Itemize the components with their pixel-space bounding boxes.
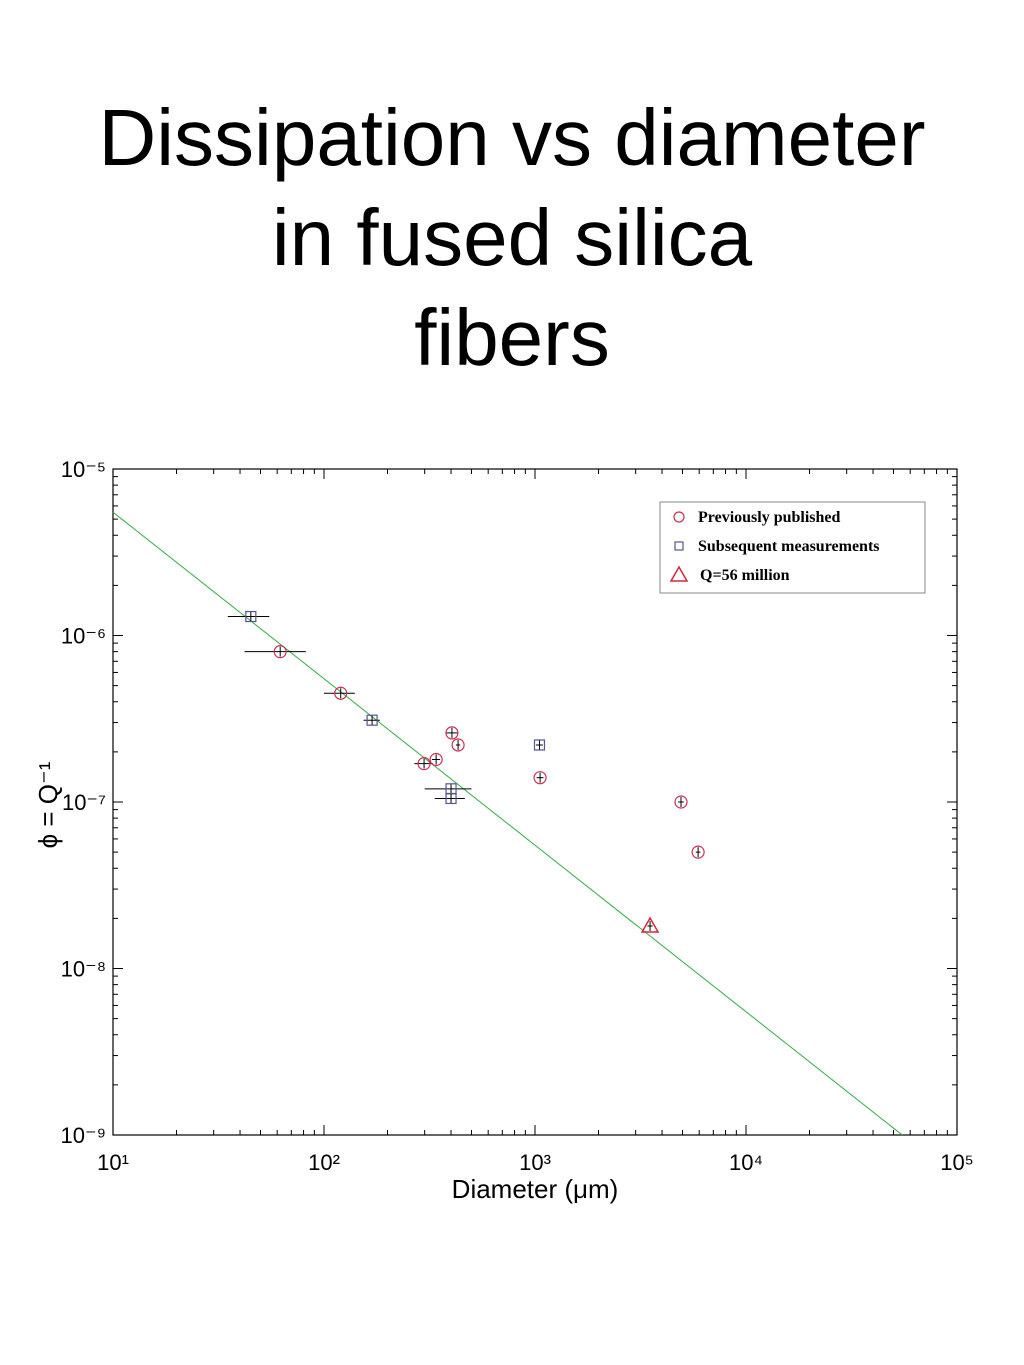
point [366,714,378,726]
legend-label: Subsequent measurements [698,538,880,555]
fit-line [112,511,903,1136]
y-tick-label: 10⁻⁹ [60,1123,106,1148]
y-tick-label: 10⁻⁸ [61,957,106,982]
x-tick-label: 10⁴ [729,1150,763,1175]
point [533,771,547,785]
point [445,792,457,805]
x-axis-label: Diameter (μm) [452,1174,619,1204]
point [674,795,688,809]
x-tick-label: 10² [308,1150,340,1175]
point [640,916,660,933]
point [334,686,348,700]
x-tick-label: 10¹ [97,1150,129,1175]
chart-title: Dissipation vs diameter in fused silica fi… [99,93,926,382]
point [533,739,546,751]
point [691,845,705,859]
legend-marker [673,511,685,523]
point [451,738,465,752]
y-axis-label: ϕ = Q⁻¹ [33,761,63,848]
legend-marker [674,541,684,551]
legend-label: Q=56 million [700,567,790,584]
x-tick-label: 10⁵ [940,1150,974,1175]
point [429,752,443,767]
legend-box [659,501,926,594]
point [273,645,287,659]
x-tick-label: 10³ [519,1150,551,1175]
point [445,726,459,740]
y-tick-label: 10⁻⁶ [61,624,106,649]
point [417,757,431,771]
legend-label: Previously published [698,509,841,526]
y-tick-label: 10⁻⁵ [61,457,106,482]
y-tick-label: 10⁻⁷ [62,790,106,815]
point [245,610,257,623]
legend-marker [669,565,689,582]
